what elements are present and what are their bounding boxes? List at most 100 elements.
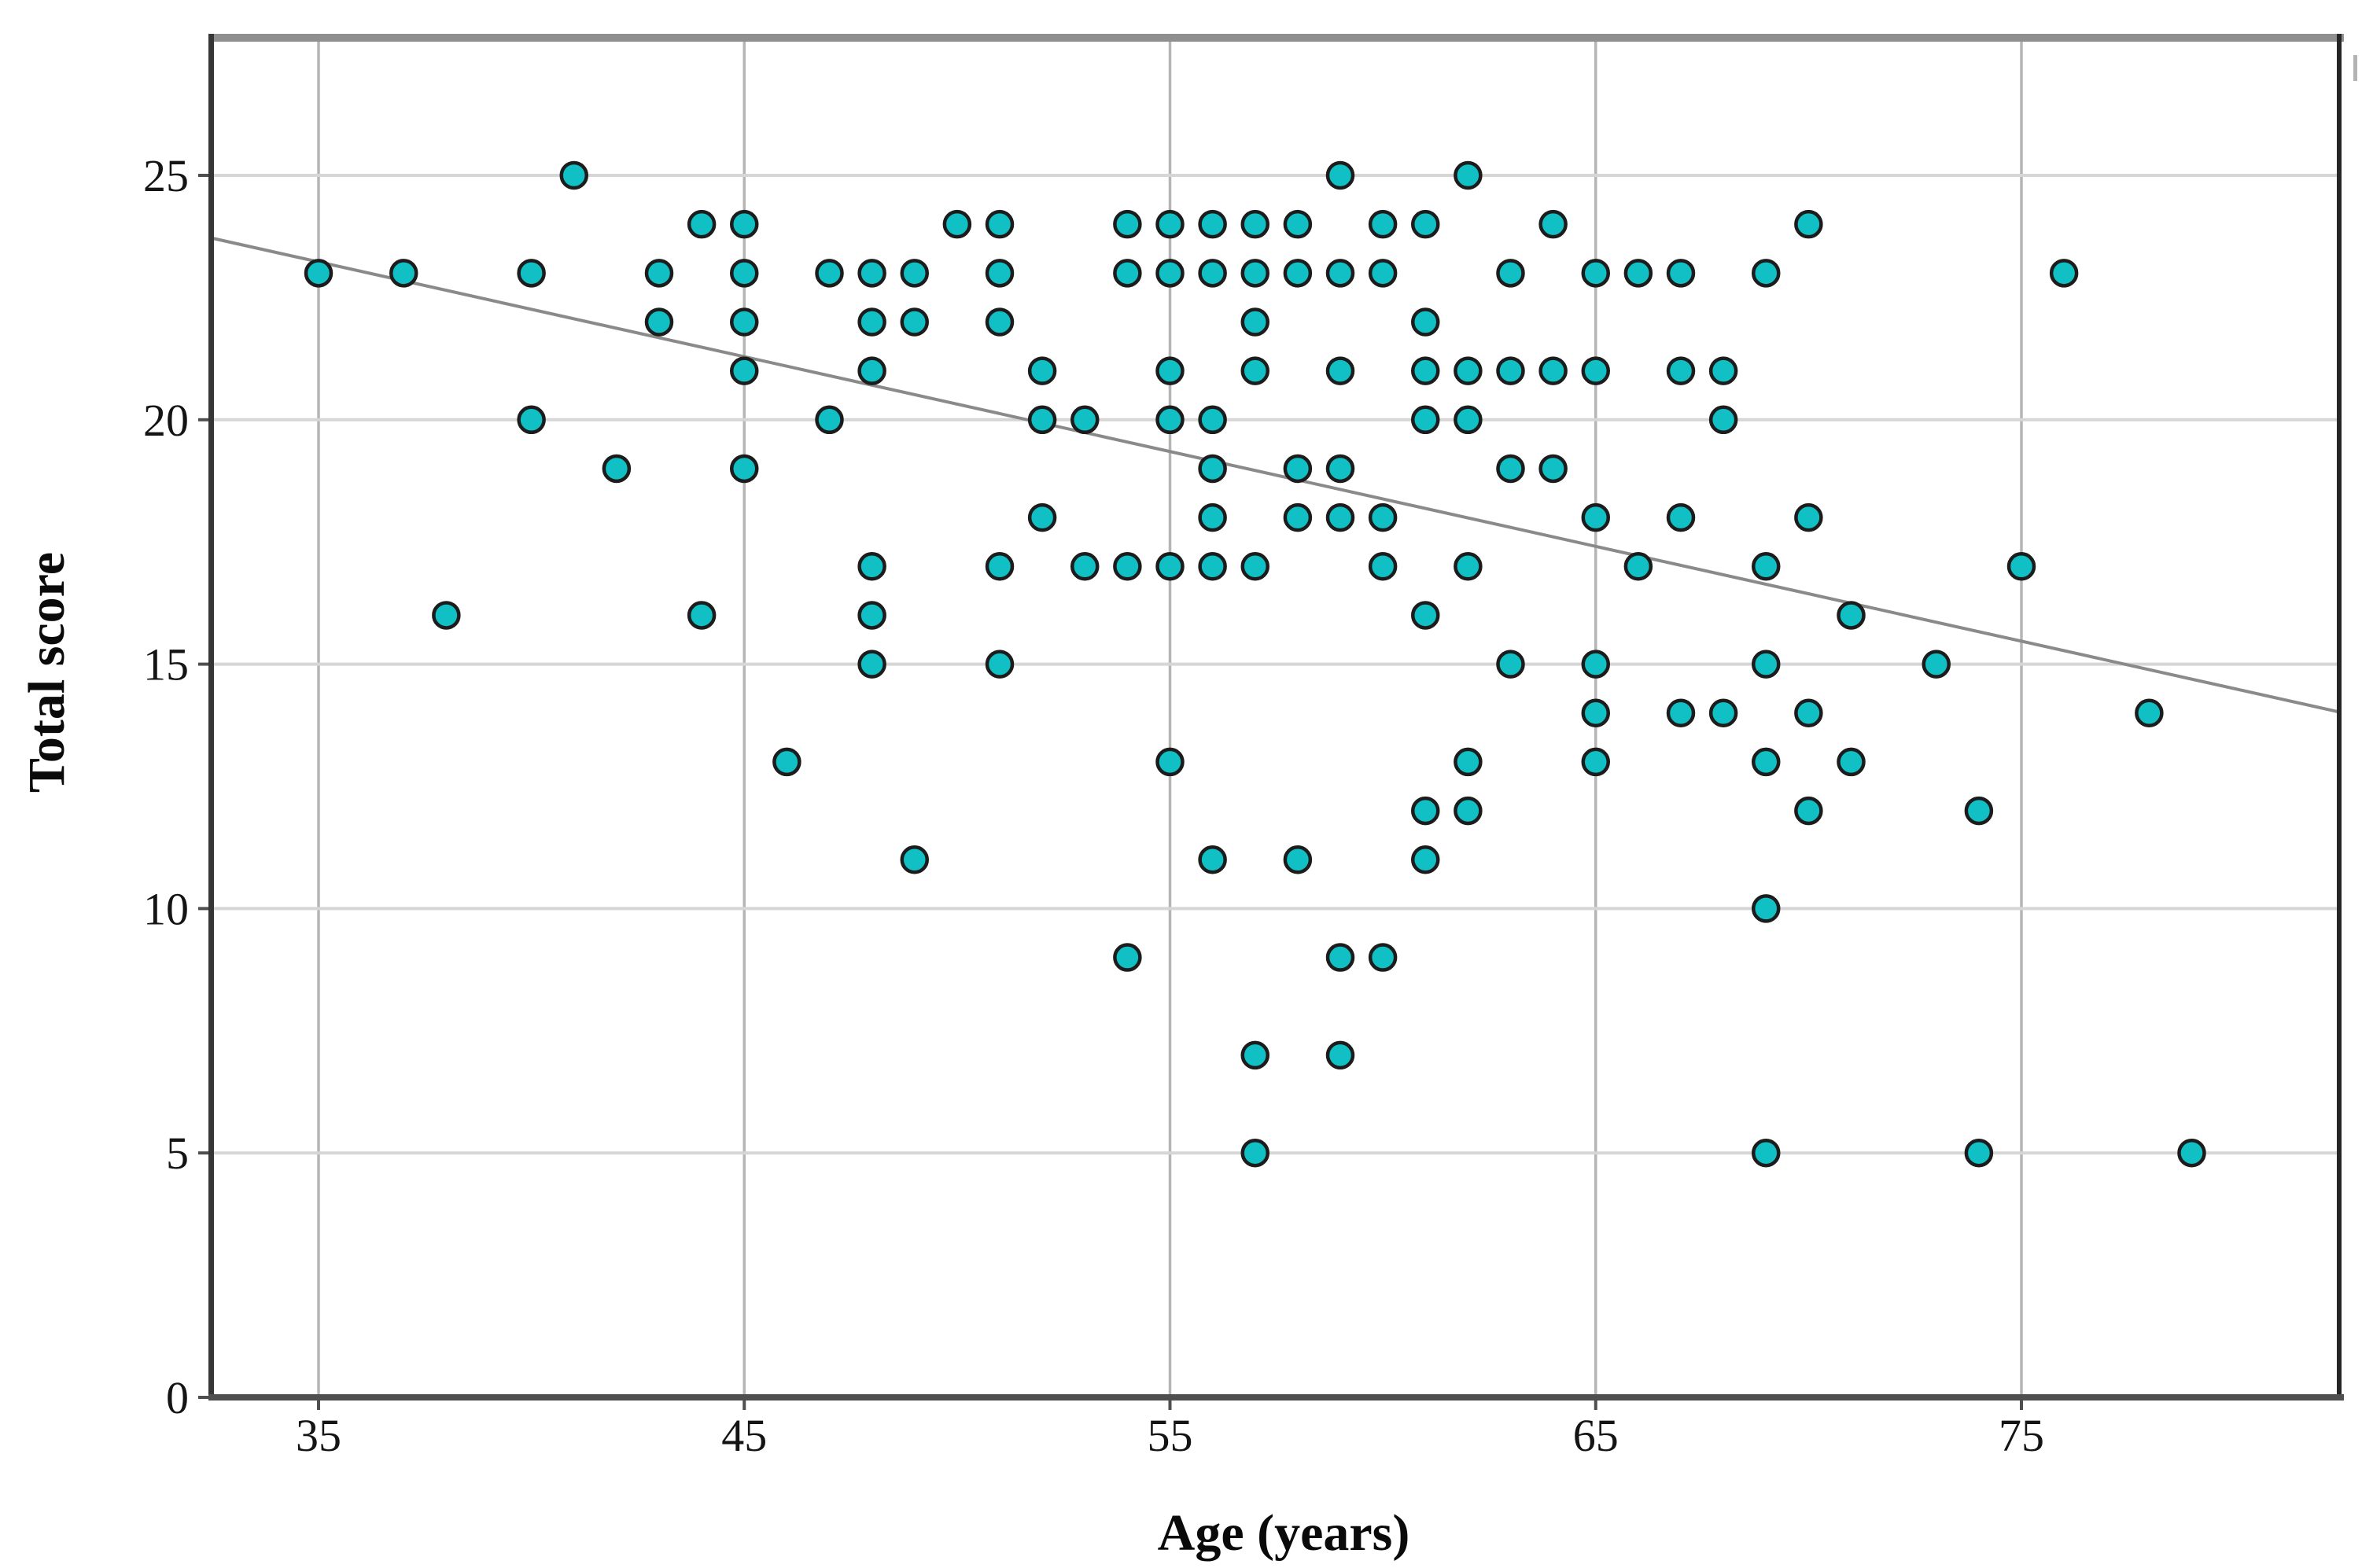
data-point (730, 307, 759, 337)
data-point (985, 307, 1015, 337)
data-point (1368, 209, 1398, 239)
data-point (1496, 259, 1525, 288)
data-point (1325, 1040, 1355, 1070)
data-point (1368, 502, 1398, 532)
data-point (1198, 845, 1227, 874)
data-point (1581, 650, 1610, 679)
data-point (1708, 405, 1738, 435)
data-point (857, 650, 886, 679)
data-point (900, 259, 929, 288)
data-point (1325, 259, 1355, 288)
data-point (687, 209, 717, 239)
data-point (1752, 1138, 1781, 1168)
data-point (1113, 943, 1142, 972)
data-point (857, 307, 886, 337)
data-point (1198, 405, 1227, 435)
x-tick-label: 65 (1573, 1410, 1619, 1461)
data-point (1964, 796, 1994, 826)
data-point (1198, 552, 1227, 581)
data-point (772, 747, 801, 777)
data-point (1240, 356, 1269, 385)
data-point (1454, 405, 1483, 435)
data-point (304, 259, 333, 288)
data-point (1581, 747, 1610, 777)
data-point (730, 259, 759, 288)
x-tick-label: 55 (1148, 1410, 1193, 1461)
data-point (1155, 356, 1185, 385)
data-point (1411, 405, 1440, 435)
y-tick-label: 25 (143, 150, 189, 201)
data-point (644, 307, 674, 337)
data-point (1666, 502, 1696, 532)
data-point (1837, 601, 1866, 630)
data-point (1623, 552, 1653, 581)
data-point (1411, 601, 1440, 630)
data-point (1070, 552, 1100, 581)
data-point (1538, 209, 1568, 239)
data-point (1027, 502, 1057, 532)
data-point (1496, 650, 1525, 679)
data-point (1454, 552, 1483, 581)
data-point (1283, 259, 1313, 288)
data-point (985, 259, 1015, 288)
data-point (644, 259, 674, 288)
data-point (1581, 356, 1610, 385)
y-axis-title: Total score (18, 551, 76, 793)
data-point (1837, 747, 1866, 777)
data-point (1794, 698, 1823, 728)
data-point (559, 160, 588, 190)
regression-fit-line (210, 236, 2340, 714)
data-point (857, 259, 886, 288)
data-point (1708, 698, 1738, 728)
data-point (1325, 502, 1355, 532)
data-point (1283, 209, 1313, 239)
plot-border-top (208, 34, 2344, 42)
data-point (2006, 552, 2036, 581)
y-tick-label: 5 (166, 1128, 189, 1179)
data-point (1411, 845, 1440, 874)
data-point (1794, 209, 1823, 239)
data-point (1411, 356, 1440, 385)
data-point (2049, 259, 2079, 288)
data-point (1411, 796, 1440, 826)
data-point (1496, 454, 1525, 484)
data-point (730, 454, 759, 484)
y-tick-label: 20 (143, 395, 189, 446)
x-tick-label: 35 (296, 1410, 341, 1461)
data-point (1454, 356, 1483, 385)
data-point (815, 405, 844, 435)
data-point (1198, 209, 1227, 239)
data-point (602, 454, 632, 484)
data-point (942, 209, 972, 239)
data-point (1752, 747, 1781, 777)
data-point (1752, 650, 1781, 679)
data-point (1454, 160, 1483, 190)
data-point (1794, 796, 1823, 826)
data-point (1708, 356, 1738, 385)
plot-border-right (2337, 34, 2342, 1401)
data-point (1752, 894, 1781, 923)
data-point (1666, 259, 1696, 288)
data-point (1368, 943, 1398, 972)
data-point (730, 356, 759, 385)
data-point (985, 552, 1015, 581)
data-point (1752, 259, 1781, 288)
data-point (857, 552, 886, 581)
data-point (1240, 1040, 1269, 1070)
data-point (1070, 405, 1100, 435)
y-tick-label: 10 (143, 883, 189, 934)
data-point (1454, 796, 1483, 826)
data-point (1155, 259, 1185, 288)
y-tick-label: 0 (166, 1372, 189, 1423)
data-point (517, 405, 546, 435)
data-point (1240, 259, 1269, 288)
data-point (1198, 259, 1227, 288)
stray-mark (2353, 55, 2357, 81)
data-point (1794, 502, 1823, 532)
data-point (1581, 698, 1610, 728)
x-tick-label: 45 (721, 1410, 767, 1461)
data-point (815, 259, 844, 288)
plot-border-left (208, 34, 214, 1401)
data-point (687, 601, 717, 630)
